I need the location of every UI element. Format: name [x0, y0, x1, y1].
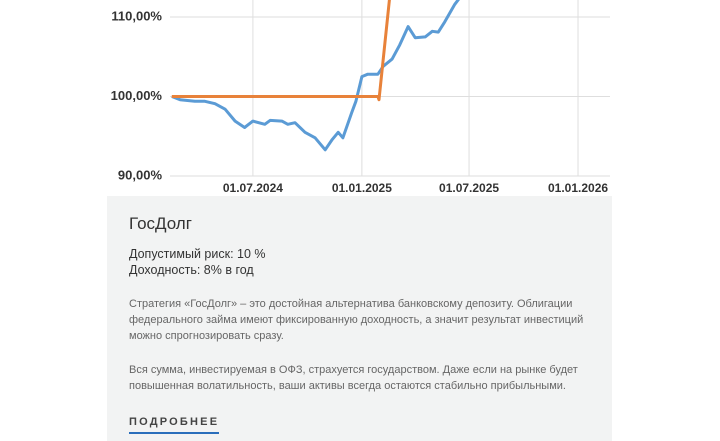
series-line — [171, 0, 391, 102]
y-tick-label: 100,00% — [111, 88, 163, 103]
chart: 01.07.2024 01.01.2025 01.07.2025 01.01.2026… — [111, 0, 610, 195]
more-link[interactable]: ПОДРОБНЕЕ — [129, 416, 220, 434]
plot-area — [171, 0, 460, 152]
card-title: ГосДолг — [129, 214, 192, 233]
x-tick-label: 01.07.2025 — [439, 181, 499, 195]
x-tick-label: 01.01.2026 — [548, 181, 608, 195]
x-tick-label: 01.01.2025 — [332, 181, 392, 195]
series-line — [171, 0, 460, 152]
x-tick-label: 01.07.2024 — [223, 181, 283, 195]
yield: Доходность: 8% в год — [129, 263, 254, 277]
paragraph: Вся сумма, инвестируемая в ОФЗ, страхует… — [129, 364, 578, 392]
y-tick-label: 110,00% — [111, 8, 162, 23]
paragraph: Стратегия «ГосДолг» – это достойная альт… — [129, 298, 584, 342]
strategy-card: ГосДолг Допустимый риск: 10 % Доходность… — [107, 196, 612, 441]
y-tick-label: 90,00% — [118, 167, 163, 182]
risk: Допустимый риск: 10 % — [129, 247, 266, 261]
